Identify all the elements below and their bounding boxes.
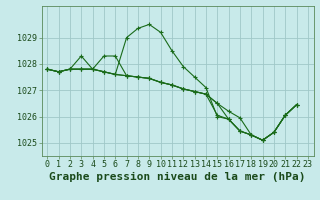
X-axis label: Graphe pression niveau de la mer (hPa): Graphe pression niveau de la mer (hPa) (49, 172, 306, 182)
